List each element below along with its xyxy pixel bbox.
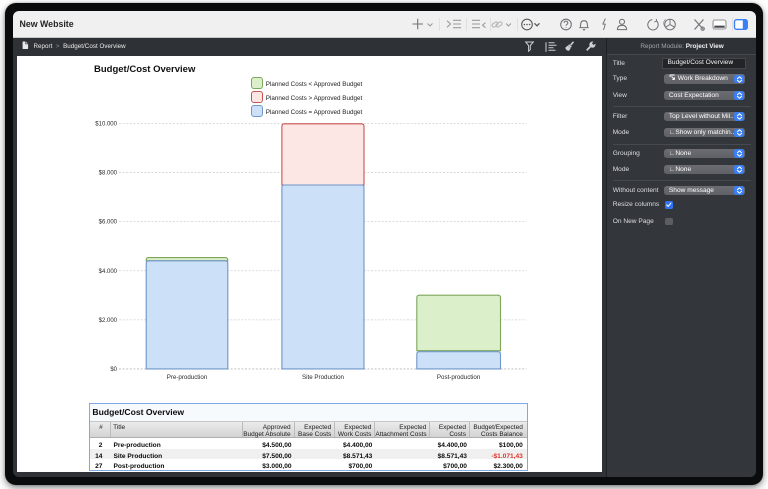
svg-text:Budget/Cost Overview: Budget/Cost Overview: [94, 64, 196, 75]
svg-text:Post-production: Post-production: [436, 374, 480, 381]
svg-text:$8.000: $8.000: [98, 170, 117, 176]
svg-text:Planned Costs < Approved Budge: Planned Costs < Approved Budget: [265, 80, 362, 87]
svg-text:Planned Costs = Approved Budge: Planned Costs = Approved Budget: [265, 108, 362, 115]
svg-text:Site Production: Site Production: [302, 374, 345, 381]
svg-text:$2.000: $2.000: [98, 317, 117, 323]
svg-text:Pre-production: Pre-production: [166, 374, 207, 381]
svg-text:$10.000: $10.000: [95, 121, 117, 127]
svg-text:$4.000: $4.000: [98, 268, 117, 274]
svg-text:$0: $0: [110, 367, 117, 373]
svg-text:$6.000: $6.000: [98, 219, 117, 225]
svg-text:Planned Costs > Approved Budge: Planned Costs > Approved Budget: [265, 94, 362, 101]
